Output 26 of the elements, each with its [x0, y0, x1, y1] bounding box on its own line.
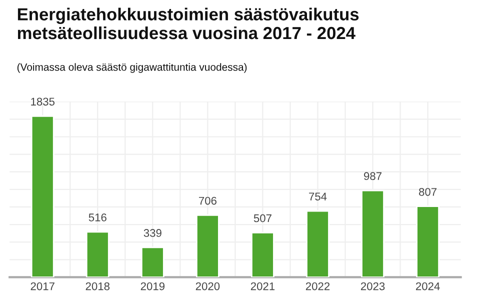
x-tick-label: 2017 [30, 282, 54, 290]
bar [361, 190, 384, 278]
data-label: 516 [88, 214, 106, 222]
x-tick-label: 2022 [306, 282, 330, 290]
bar [251, 232, 274, 278]
data-label: 507 [254, 214, 272, 222]
chart-title: Energiatehokkuustoimien säästövaikutus metsäteollisuudessa vuosina 2017 - 2024 [18, 8, 359, 40]
x-tick-label: 2018 [86, 282, 110, 290]
bar [140, 246, 164, 278]
data-label: 807 [419, 188, 436, 196]
bar [86, 231, 110, 278]
chart-subtitle: (Voimassa oleva säästö gigawattituntia vuodessa) [17, 63, 247, 73]
data-label: 754 [309, 192, 327, 200]
bar [416, 206, 440, 278]
bar [30, 115, 54, 278]
x-tick-label: 2021 [250, 282, 275, 290]
x-tick-label: 2024 [416, 282, 440, 290]
bar [196, 214, 220, 278]
x-tick-label: 2020 [196, 282, 220, 290]
data-label: 987 [364, 172, 382, 180]
x-tick-label: 2023 [360, 282, 385, 290]
data-label: 706 [198, 196, 216, 205]
data-label: 339 [144, 229, 162, 237]
data-label: 1835 [31, 98, 55, 106]
x-tick-label: 2019 [140, 282, 164, 290]
bar [306, 210, 330, 278]
